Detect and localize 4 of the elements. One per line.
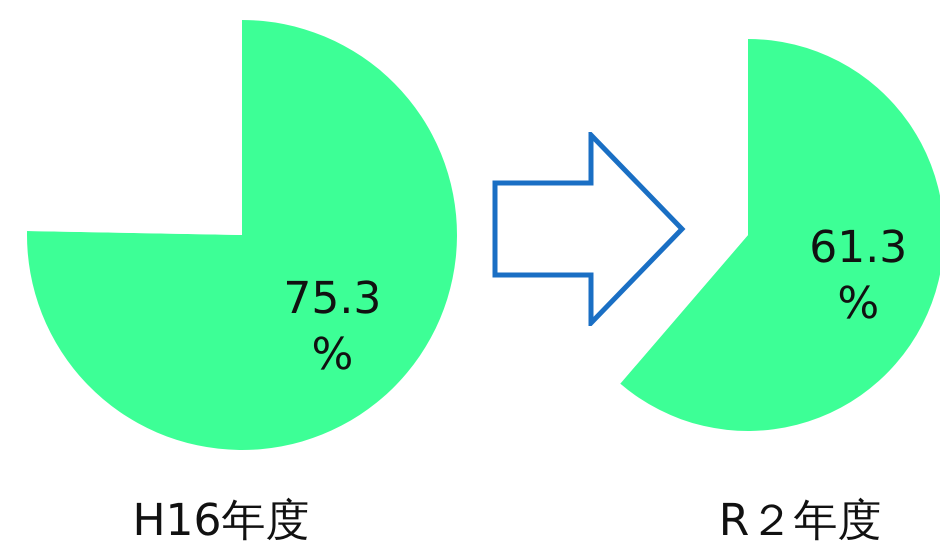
text: H16年度 [131,495,311,546]
data-label: 75.3 % [283,273,382,380]
data-label: 61.3 % [809,222,908,329]
text: R２年度 [718,495,882,546]
